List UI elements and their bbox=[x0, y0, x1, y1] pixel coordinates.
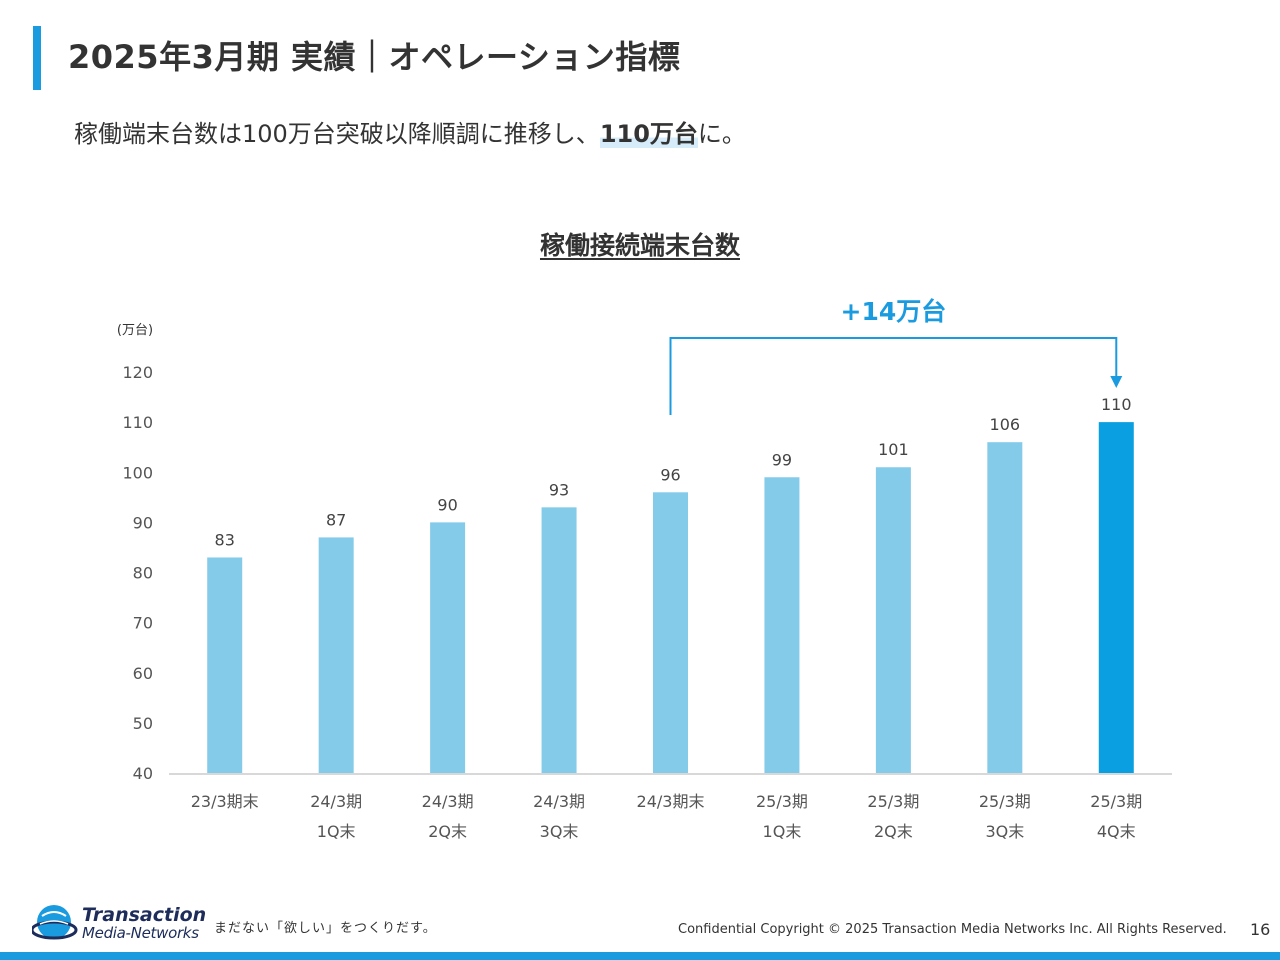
x-tick-label: 24/3期 bbox=[533, 792, 585, 811]
data-label: 93 bbox=[549, 480, 569, 499]
x-tick-label: 24/3期 bbox=[310, 792, 362, 811]
data-label: 110 bbox=[1101, 395, 1132, 414]
x-tick-label: 25/3期 bbox=[867, 792, 919, 811]
data-label: 87 bbox=[326, 510, 346, 529]
chart-title: 稼働接続端末台数 bbox=[539, 231, 740, 260]
page-title: 2025年3月期 実績｜オペレーション指標 bbox=[68, 38, 681, 76]
headline-prefix: 稼働端末台数は100万台突破以降順調に推移し、 bbox=[74, 120, 600, 148]
headline: 稼働端末台数は100万台突破以降順調に推移し、110万台に。 bbox=[74, 114, 746, 149]
chart-title-wrap: 稼働接続端末台数 bbox=[0, 226, 1280, 262]
y-tick-label: 100 bbox=[122, 463, 153, 482]
data-label: 101 bbox=[878, 440, 909, 459]
annotation-arrowhead bbox=[1110, 376, 1123, 388]
bar bbox=[541, 507, 577, 773]
bar bbox=[1098, 422, 1134, 773]
logo-text-line2: Media-Networks bbox=[82, 924, 199, 942]
y-tick-label: 110 bbox=[122, 413, 153, 432]
data-label: 90 bbox=[437, 495, 457, 514]
x-tick-label: 4Q末 bbox=[1097, 822, 1136, 841]
data-label: 83 bbox=[215, 530, 235, 549]
x-tick-label: 2Q末 bbox=[874, 822, 913, 841]
x-tick-label: 3Q末 bbox=[540, 822, 579, 841]
bar bbox=[318, 537, 354, 773]
bar bbox=[875, 467, 911, 773]
data-label: 99 bbox=[772, 450, 792, 469]
footer-accent-line bbox=[0, 952, 1280, 960]
bar bbox=[207, 557, 243, 773]
x-tick-label: 1Q末 bbox=[317, 822, 356, 841]
y-axis-unit-label: (万台) bbox=[117, 323, 153, 338]
headline-highlight: 110万台 bbox=[599, 120, 698, 148]
title-accent-bar bbox=[33, 26, 41, 90]
y-tick-label: 80 bbox=[133, 564, 153, 583]
tagline: まだない「欲しい」をつくりだす。 bbox=[214, 921, 437, 936]
x-tick-label: 25/3期 bbox=[1090, 792, 1142, 811]
data-label: 96 bbox=[660, 465, 680, 484]
page-number: 16 bbox=[1250, 920, 1271, 939]
x-tick-label: 1Q末 bbox=[763, 822, 802, 841]
y-tick-label: 120 bbox=[122, 363, 153, 382]
bar bbox=[430, 522, 466, 773]
headline-suffix: に。 bbox=[697, 120, 746, 148]
y-tick-label: 70 bbox=[133, 614, 153, 633]
logo-text-line1: Transaction bbox=[82, 904, 207, 926]
bar bbox=[987, 442, 1023, 773]
x-tick-label: 25/3期 bbox=[979, 792, 1031, 811]
y-tick-label: 90 bbox=[133, 513, 153, 532]
x-tick-label: 3Q末 bbox=[985, 822, 1024, 841]
data-label: 106 bbox=[990, 415, 1021, 434]
x-tick-label: 24/3期 bbox=[422, 792, 474, 811]
copyright-notice: Confidential Copyright © 2025 Transactio… bbox=[678, 922, 1227, 937]
y-tick-label: 40 bbox=[133, 764, 153, 783]
annotation-bracket bbox=[669, 337, 1118, 415]
globe-logo-icon bbox=[30, 905, 78, 940]
y-tick-label: 60 bbox=[133, 664, 153, 683]
x-tick-label: 25/3期 bbox=[756, 792, 808, 811]
y-tick-label: 50 bbox=[133, 714, 153, 733]
x-tick-label: 23/3期末 bbox=[191, 792, 259, 811]
annotation-label: +14万台 bbox=[841, 297, 947, 326]
bar-chart: (万台) 40 50 60 70 80 90 100 110 120 83 23/3期末 87 24/3期… bbox=[117, 297, 1172, 841]
x-tick-label: 2Q末 bbox=[428, 822, 467, 841]
bar bbox=[653, 492, 688, 773]
x-tick-label: 24/3期末 bbox=[637, 792, 705, 811]
bar bbox=[764, 477, 800, 773]
company-logo: Transaction Media-Networks bbox=[30, 900, 212, 950]
